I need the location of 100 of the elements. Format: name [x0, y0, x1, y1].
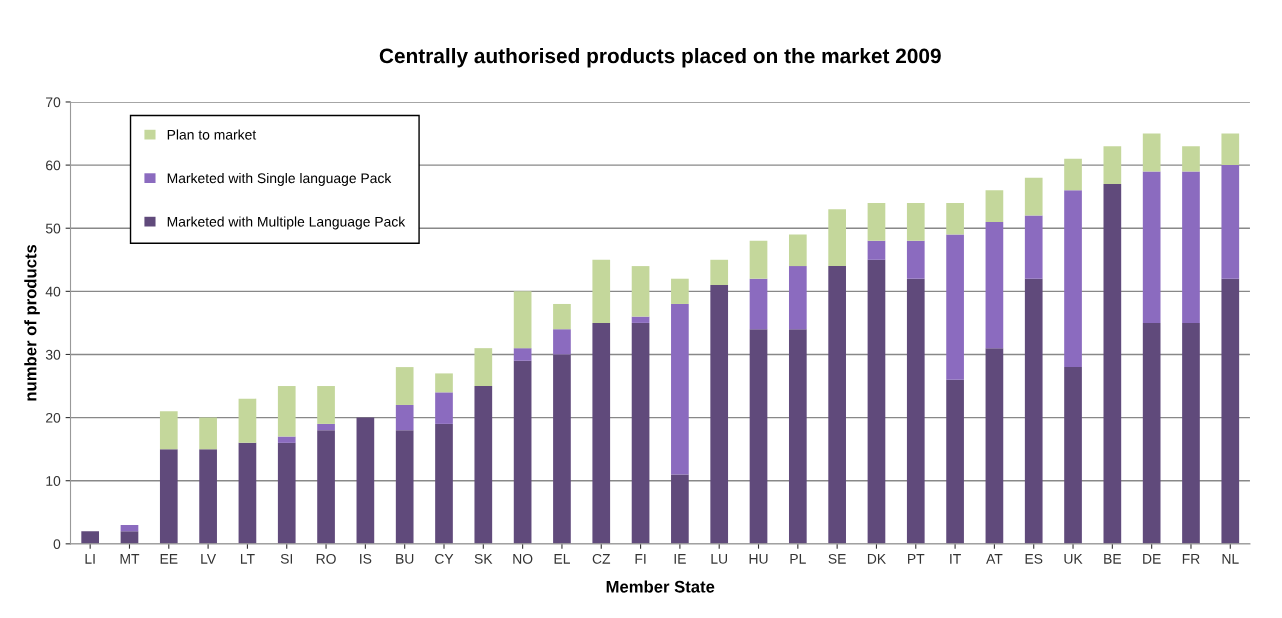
bar	[1064, 190, 1082, 368]
y-tick-label: 10	[46, 476, 61, 486]
bar	[749, 278, 768, 330]
bar	[238, 398, 257, 443]
y-tick-label: 0	[53, 539, 61, 550]
bar	[631, 316, 650, 323]
bar	[317, 386, 335, 424]
x-tick-label: PT	[908, 554, 925, 564]
bar	[238, 442, 257, 544]
bar	[120, 524, 139, 532]
bar	[906, 278, 925, 544]
bar	[159, 449, 178, 544]
x-tick-label: IS	[360, 553, 372, 564]
bar	[474, 386, 493, 544]
bar	[749, 329, 768, 544]
bar	[985, 348, 1004, 544]
bar	[946, 379, 964, 544]
bar	[828, 266, 846, 544]
bar	[1142, 133, 1161, 172]
bar	[435, 373, 453, 393]
bar	[159, 411, 178, 450]
x-tick-label: LI	[85, 554, 95, 564]
bar	[474, 348, 493, 387]
x-tick-label: CY	[435, 553, 454, 564]
bar	[199, 417, 217, 450]
y-tick-label: 70	[46, 97, 61, 108]
x-tick-label: LV	[201, 554, 217, 564]
bar	[435, 423, 453, 544]
bar	[1142, 322, 1161, 544]
bar	[1221, 278, 1240, 544]
bar	[553, 354, 571, 544]
legend-label: Marketed with Single language Pack	[167, 172, 392, 186]
bar	[592, 259, 611, 323]
bar	[788, 329, 807, 544]
bar	[395, 430, 414, 544]
bar	[1024, 278, 1043, 544]
bar	[985, 190, 1004, 222]
y-tick-label: 60	[46, 160, 61, 171]
bar	[1182, 322, 1200, 544]
x-tick-label: DE	[1143, 554, 1161, 564]
x-tick-label: IE	[674, 554, 686, 564]
bar	[513, 360, 532, 544]
bar	[513, 348, 532, 361]
bar	[81, 531, 100, 544]
bar	[317, 430, 335, 544]
x-tick-label: PL	[790, 554, 806, 564]
bar	[1221, 133, 1240, 166]
bar	[553, 329, 571, 355]
bar	[828, 209, 846, 267]
x-tick-label: LU	[711, 554, 728, 564]
bar	[671, 303, 689, 475]
bar	[1103, 184, 1122, 544]
x-tick-label: DK	[867, 554, 886, 564]
bar	[671, 278, 689, 304]
bar	[788, 266, 807, 330]
bar	[395, 404, 414, 431]
bar	[985, 221, 1004, 349]
bar	[749, 240, 768, 279]
bar	[1064, 158, 1082, 191]
y-tick-label: 50	[45, 223, 61, 234]
x-tick-label: BE	[1104, 554, 1122, 564]
bar	[631, 266, 650, 317]
bar	[199, 449, 217, 544]
bar	[1024, 177, 1043, 216]
x-tick-label: HU	[749, 554, 768, 564]
y-tick-label: 40	[45, 286, 61, 297]
x-tick-label: SE	[828, 553, 846, 564]
bar	[1103, 146, 1122, 185]
bar	[120, 531, 139, 544]
x-tick-label: FI	[635, 554, 646, 564]
bar	[277, 436, 296, 443]
bar	[592, 322, 611, 544]
bar	[906, 202, 925, 241]
x-tick-label: NL	[1222, 554, 1239, 564]
bar	[435, 392, 453, 424]
x-tick-label: RO	[316, 553, 336, 564]
bar	[867, 202, 886, 241]
chart-title: Centrally authorised products placed on the market 2009	[379, 47, 941, 68]
bar	[788, 234, 807, 267]
bar	[1182, 171, 1200, 323]
x-tick-label: ES	[1025, 553, 1043, 564]
bar	[553, 303, 571, 330]
bar	[710, 259, 729, 286]
bar	[317, 423, 335, 431]
bar	[946, 234, 964, 380]
x-tick-label: FR	[1182, 554, 1200, 564]
y-axis-title: number of products	[24, 244, 40, 401]
x-tick-label: EL	[554, 554, 570, 564]
x-tick-label: EE	[160, 554, 178, 564]
bar	[395, 367, 414, 405]
bar	[1182, 146, 1200, 172]
bar	[867, 240, 886, 260]
x-tick-label: SK	[474, 553, 493, 564]
x-tick-label: MT	[120, 554, 140, 564]
bar	[513, 291, 532, 349]
x-tick-label: NO	[513, 553, 533, 564]
x-tick-label: UK	[1064, 554, 1083, 564]
bar	[1024, 215, 1043, 279]
legend-label: Plan to market	[167, 129, 257, 140]
bar	[1064, 367, 1082, 544]
